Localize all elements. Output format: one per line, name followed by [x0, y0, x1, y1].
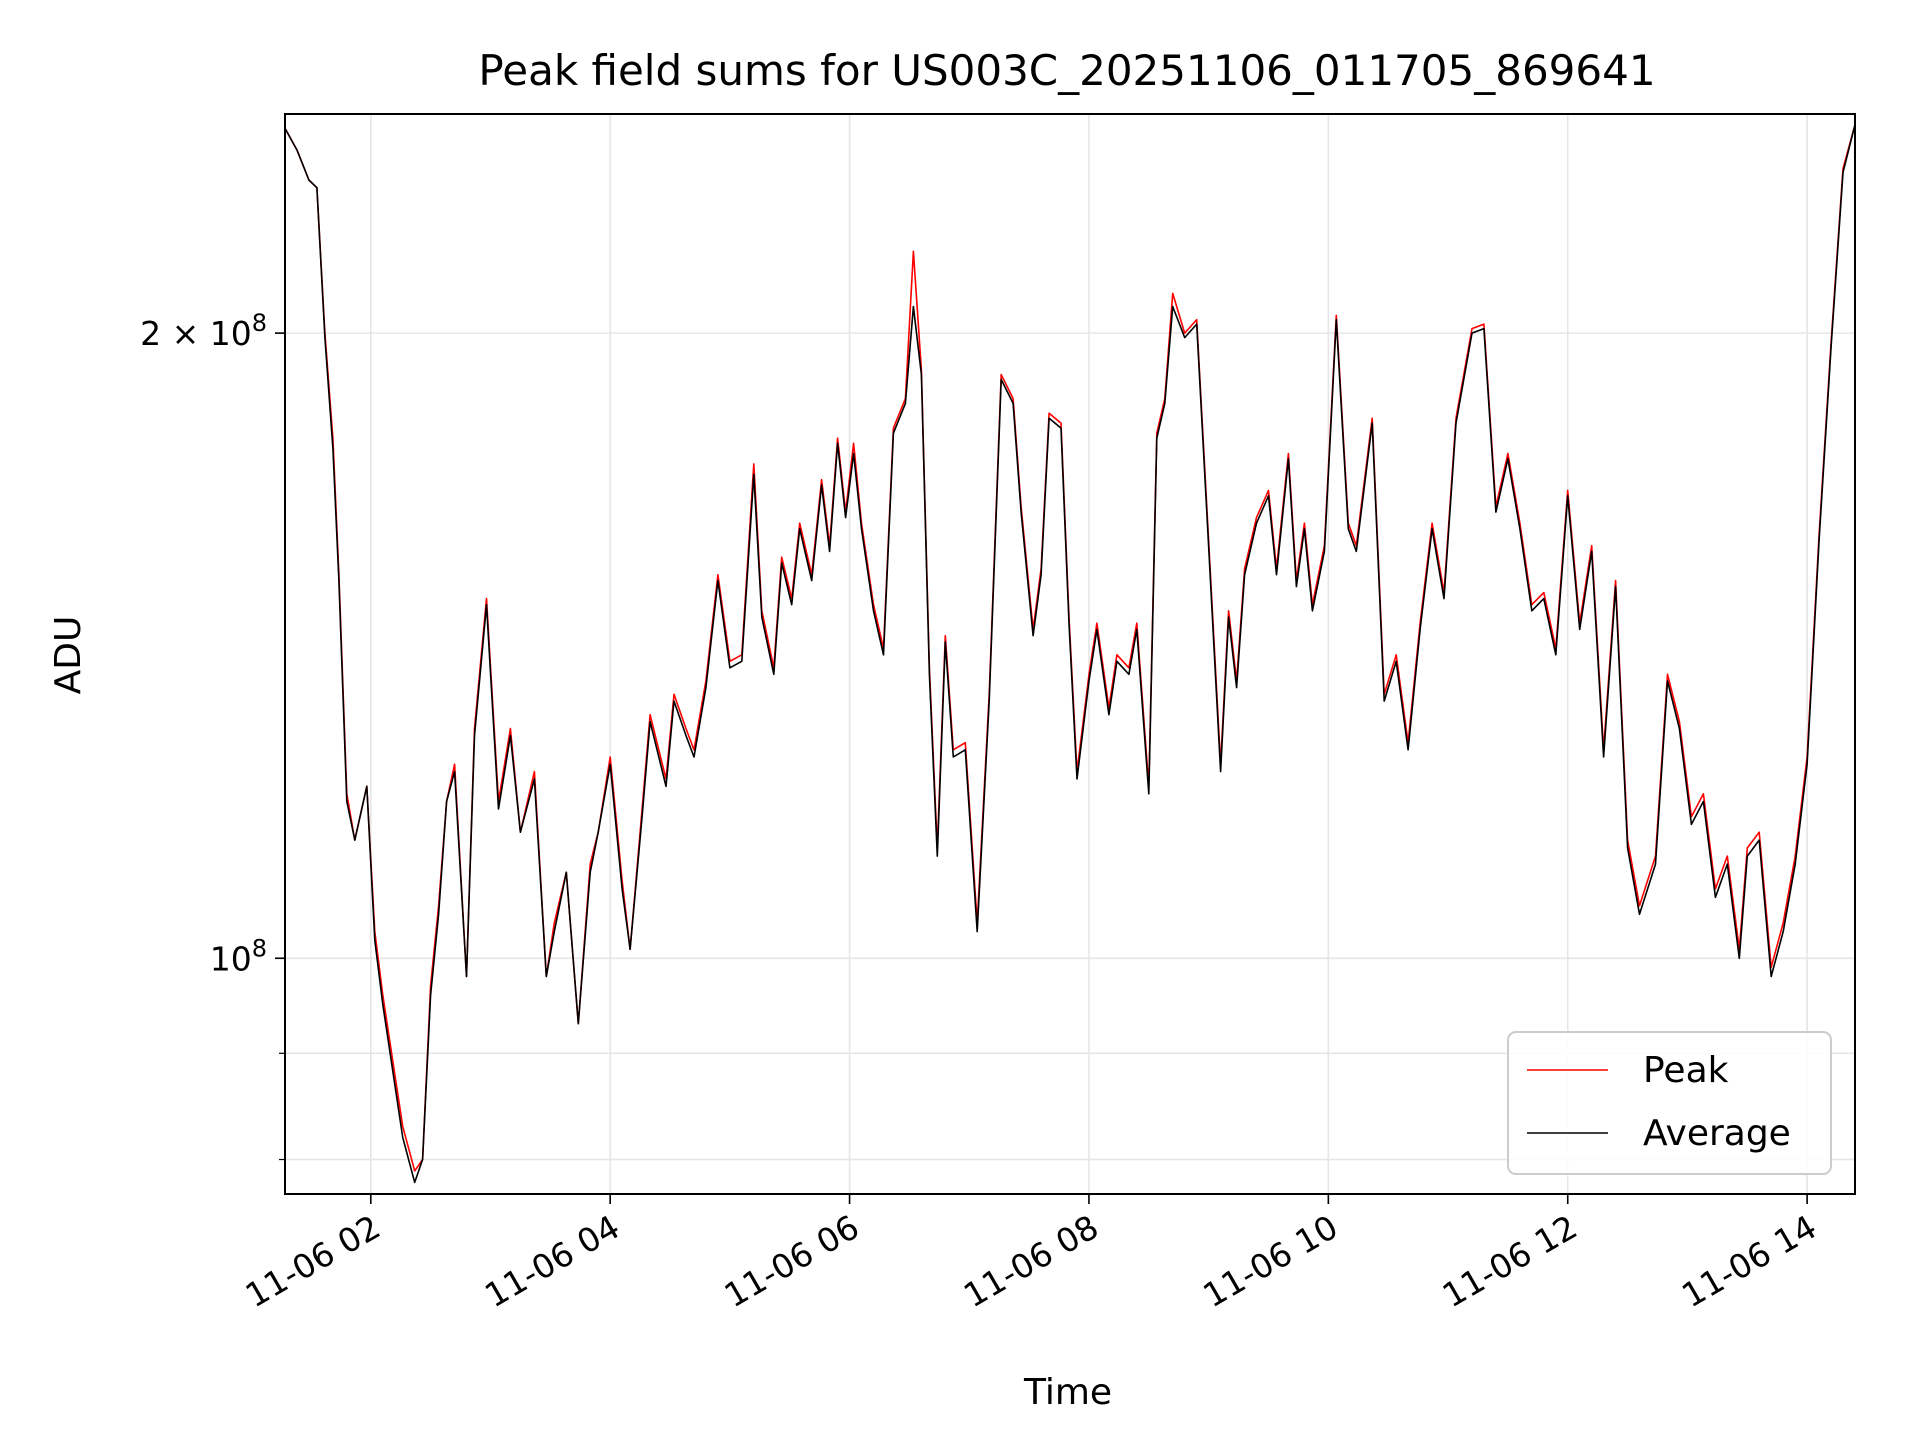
- y-tick-label: 108: [210, 934, 267, 978]
- series-line-average: [284, 124, 1856, 1184]
- legend-label-average: Average: [1643, 1113, 1791, 1154]
- y-axis-label: ADU: [48, 616, 89, 695]
- chart-title: Peak field sums for US003C_20251106_0117…: [478, 46, 1655, 95]
- plot-area: [284, 124, 1856, 1184]
- y-tick-label: 2 × 108: [140, 309, 267, 353]
- legend-label-peak: Peak: [1643, 1050, 1729, 1091]
- x-axis-label: Time: [1023, 1372, 1112, 1413]
- y-axis-ticks: 108 2 × 108: [140, 309, 285, 1161]
- plot-frame: [284, 113, 1856, 1195]
- legend-box: [1507, 1031, 1832, 1175]
- legend: Peak Average: [1507, 1031, 1832, 1175]
